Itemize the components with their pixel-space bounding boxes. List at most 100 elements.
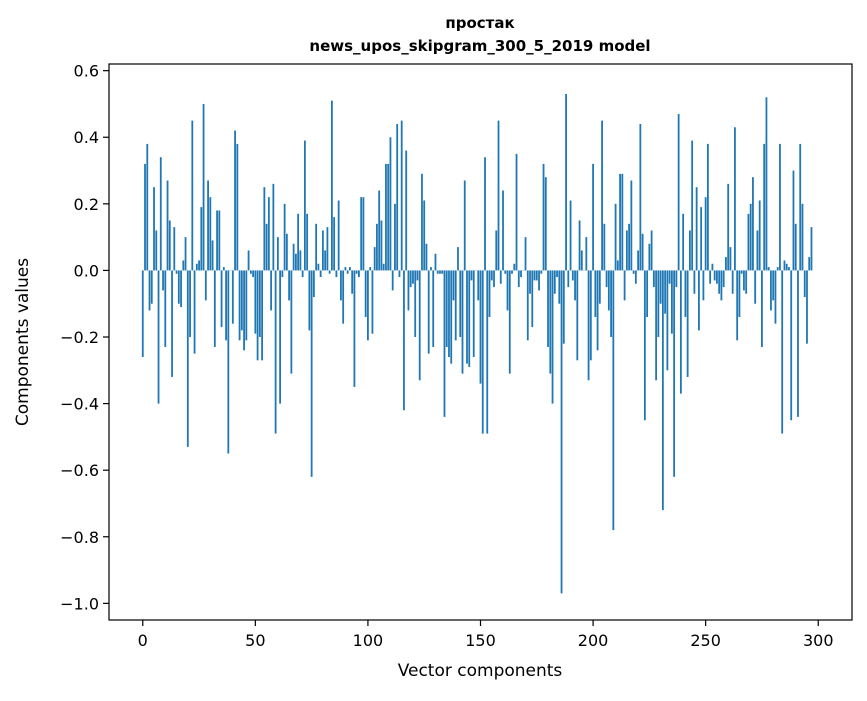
bar-38 [227,270,229,453]
y-tick-label: −1.0 [60,594,99,613]
bar-129 [432,270,434,347]
bar-87 [338,201,340,271]
bar-134 [444,270,446,416]
bar-291 [797,270,799,416]
bar-216 [628,224,630,271]
bar-170 [525,237,527,270]
bar-151 [482,270,484,433]
bar-225 [648,244,650,271]
bar-18 [182,260,184,270]
y-axis-label: Components values [13,258,33,426]
bar-282 [777,267,779,270]
bar-198 [588,270,590,380]
bar-127 [428,270,430,353]
bar-297 [811,227,813,270]
bar-265 [739,270,741,317]
bar-260 [727,184,729,271]
bar-236 [673,270,675,476]
bar-24 [196,264,198,271]
bar-66 [290,270,292,373]
bar-96 [358,270,360,277]
bar-167 [518,270,520,287]
bar-124 [421,174,423,271]
bar-88 [340,270,342,300]
bar-40 [232,270,234,323]
bar-235 [671,270,673,333]
bar-109 [387,164,389,271]
bar-111 [392,270,394,290]
bar-15 [176,270,178,273]
bar-278 [768,267,770,270]
bar-116 [403,270,405,410]
bar-14 [173,227,175,270]
bar-79 [320,270,322,277]
bar-32 [214,270,216,347]
bar-155 [491,270,493,280]
bar-209 [612,270,614,530]
bar-183 [554,270,556,293]
bar-117 [405,151,407,271]
bar-142 [462,270,464,373]
bar-118 [408,270,410,310]
bar-30 [209,197,211,270]
bar-140 [457,247,459,270]
bar-205 [603,224,605,271]
bar-263 [734,127,736,270]
bar-228 [655,270,657,380]
bar-2 [146,144,148,271]
bar-41 [234,131,236,271]
bar-224 [646,270,648,317]
x-tick-label: 50 [245,631,265,650]
bar-8 [160,157,162,270]
bar-255 [716,270,718,283]
bar-219 [635,270,637,283]
bar-7 [158,270,160,403]
bar-287 [788,267,790,270]
bar-295 [806,270,808,343]
bar-172 [529,270,531,293]
bar-70 [299,250,301,270]
bar-185 [558,270,560,303]
bar-146 [471,270,473,280]
bar-178 [543,164,545,271]
bar-6 [155,230,157,270]
bar-246 [696,187,698,270]
bar-230 [660,270,662,303]
bar-226 [651,230,653,270]
bar-54 [263,187,265,270]
bar-277 [766,97,768,270]
bar-256 [718,270,720,293]
bar-234 [669,270,671,283]
bar-17 [180,270,182,307]
bar-144 [466,270,468,363]
bar-69 [297,214,299,271]
bar-120 [412,270,414,283]
bar-106 [381,220,383,270]
bar-55 [266,224,268,271]
y-tick-label: −0.6 [60,461,99,480]
bar-231 [662,270,664,510]
y-tick-label: 0.0 [74,261,99,280]
bar-222 [642,234,644,271]
bar-108 [385,164,387,271]
bar-104 [376,224,378,271]
chart-title-line-1: простак [445,14,514,32]
bar-239 [680,270,682,393]
bar-107 [383,264,385,271]
bar-186 [561,270,563,593]
y-tick-label: 0.2 [74,195,99,214]
x-axis-label: Vector components [398,661,563,681]
bar-243 [689,230,691,270]
bar-161 [504,270,506,273]
bar-57 [270,270,272,310]
bar-163 [509,270,511,373]
bar-26 [200,207,202,270]
bar-123 [419,270,421,380]
bar-95 [356,270,358,273]
bar-91 [347,270,349,273]
bar-158 [498,121,500,271]
bar-4 [151,270,153,303]
bar-283 [779,144,781,271]
